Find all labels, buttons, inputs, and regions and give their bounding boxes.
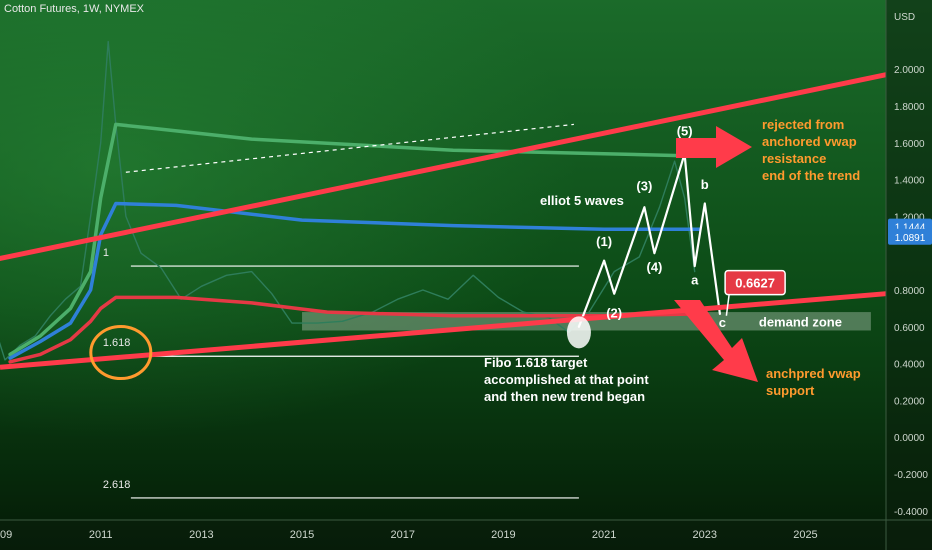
wave-label: (5): [677, 123, 693, 138]
y-tick-label: 0.6000: [894, 323, 925, 334]
y-tick-label: -0.2000: [894, 470, 928, 481]
x-tick-label: 2025: [793, 529, 817, 541]
x-tick-label: 2011: [89, 529, 113, 541]
y-tick-label: 1.6000: [894, 139, 925, 150]
target-point-highlight: [566, 316, 591, 349]
demand-zone-label: demand zone: [759, 314, 842, 329]
series-line-vwap-red: [8, 295, 702, 364]
support-note: anchpred vwap support: [766, 365, 861, 399]
fibo-note-line: and then new trend began: [484, 389, 646, 404]
support-note-line: support: [766, 383, 815, 398]
resistance-arrow: [676, 126, 752, 168]
y-tick-label: -0.4000: [894, 507, 928, 518]
y-tick-label: 0.2000: [894, 396, 925, 407]
target-pointer-line: [725, 294, 730, 316]
support-arrow: [674, 300, 758, 382]
resistance-note-line: rejected from: [762, 117, 845, 132]
fibo-note-line: Fibo 1.618 target: [484, 355, 588, 370]
y-tick-label: 1.8000: [894, 102, 925, 113]
x-tick-label: 2019: [491, 529, 515, 541]
elliot-note-line: elliot 5 waves: [540, 193, 624, 208]
fib-level-label: 2.618: [103, 479, 131, 491]
y-tick-label: 2.0000: [894, 65, 925, 76]
wave-label: (2): [606, 306, 622, 321]
chart-title: Cotton Futures, 1W, NYMEX: [4, 3, 144, 15]
y-tick-label: 1.4000: [894, 176, 925, 187]
price-label-box: [888, 228, 932, 245]
price-label-text: 1.1444: [895, 223, 926, 234]
y-tick-label: 1.2000: [894, 212, 925, 223]
time-axis-panel: [0, 520, 932, 550]
resistance-note-line: anchored vwap: [762, 134, 857, 149]
target-value-box: [724, 269, 786, 296]
y-tick-label: 0.0000: [894, 433, 925, 444]
trendline-upper-channel: [0, 72, 887, 262]
resistance-note-line: end of the trend: [762, 168, 861, 183]
target-value-text: 0.6627: [735, 276, 775, 291]
fib-highlight-circle: [89, 325, 153, 381]
wave-label: (3): [636, 179, 652, 194]
wave-label: a: [691, 272, 699, 287]
support-note-line: anchpred vwap: [766, 366, 861, 381]
wave-label: c: [719, 315, 726, 330]
trendline-lower-channel: [0, 291, 887, 370]
series-line-vwap-blue: [8, 201, 702, 360]
elliot-note: elliot 5 waves: [540, 192, 624, 209]
y-tick-label: 0.4000: [894, 360, 925, 371]
resistance-note-line: resistance: [762, 151, 827, 166]
wave-label: (1): [596, 234, 612, 249]
fibo-note: Fibo 1.618 target accomplished at that p…: [484, 354, 649, 405]
x-tick-label: 2015: [290, 529, 314, 541]
resistance-note: rejected from anchored vwap resistance e…: [762, 116, 860, 184]
price-label-text: 1.0891: [895, 233, 926, 244]
wave-label: (4): [646, 260, 662, 275]
trendline-dashed-projection: [125, 123, 574, 173]
x-tick-label: 2021: [592, 529, 616, 541]
x-tick-label: 2009: [0, 529, 12, 541]
fib-level-label: 1.618: [103, 337, 131, 349]
price-axis-panel: [886, 0, 932, 550]
series-line-vwap-green: [8, 122, 687, 357]
x-tick-label: 2017: [390, 529, 414, 541]
x-tick-label: 2013: [189, 529, 213, 541]
y-tick-label: 0.8000: [894, 286, 925, 297]
fib-level-label: 1: [103, 247, 109, 259]
x-tick-label: 2023: [693, 529, 717, 541]
currency-label: USD: [894, 12, 915, 23]
wave-label: b: [701, 177, 709, 192]
series-line-elliott-path: [577, 152, 722, 328]
fibo-note-line: accomplished at that point: [484, 372, 649, 387]
